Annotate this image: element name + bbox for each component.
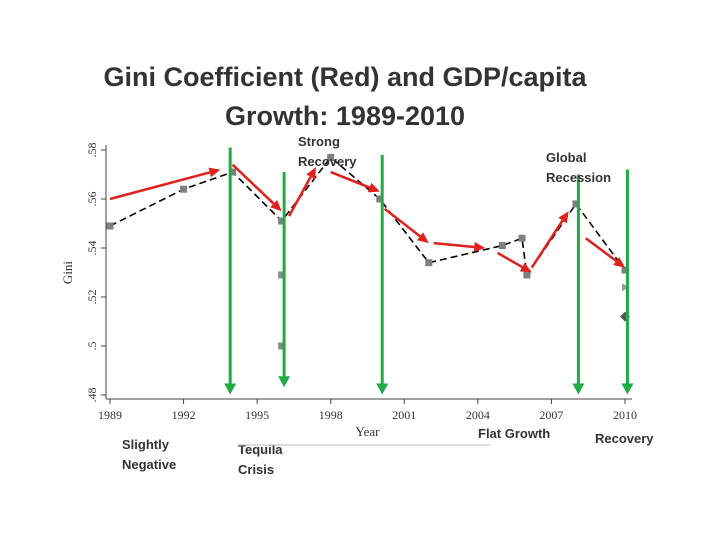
x-tick-label: 2004 <box>466 408 490 422</box>
red-arrowhead <box>613 257 625 268</box>
extra-point <box>622 283 629 292</box>
x-tick-label: 1998 <box>319 408 343 422</box>
red-arrowhead <box>417 232 429 244</box>
red-arrowhead <box>270 200 282 212</box>
x-tick-label: 1995 <box>245 408 269 422</box>
extra-point <box>278 342 286 350</box>
red-arrowhead <box>208 167 221 178</box>
red-arrowhead <box>473 241 486 252</box>
data-point <box>572 200 580 208</box>
data-point <box>106 222 114 230</box>
data-point <box>376 195 384 203</box>
annotation-slightly-line-1: Slightly <box>122 437 170 452</box>
annotation-recovery: Recovery <box>595 431 654 446</box>
red-arrow <box>530 219 564 269</box>
x-tick-label: 2007 <box>539 408 563 422</box>
chart-title-line-2: Growth: 1989-2010 <box>224 101 466 131</box>
red-arrows-layer <box>109 163 625 273</box>
red-arrowhead <box>367 182 380 193</box>
period-line-arrowhead <box>621 383 634 395</box>
x-ticks: 1989 1992 1995 1998 2001 2004 2007 2010 <box>98 399 637 422</box>
period-line-arrowhead <box>376 383 389 395</box>
data-point <box>425 259 433 267</box>
data-point <box>229 168 237 176</box>
annotation-tequila-line-2: Crisis <box>238 462 274 477</box>
y-tick-label: .56 <box>85 192 99 207</box>
data-point <box>180 185 188 193</box>
y-ticks: .48 .5 .52 .54 .56 .58 <box>85 143 106 403</box>
annotation-slightly-line-2: Negative <box>122 457 176 472</box>
x-tick-label: 2001 <box>392 408 416 422</box>
red-arrow <box>383 207 421 238</box>
y-tick-label: .52 <box>85 290 99 305</box>
red-arrowhead <box>558 211 569 224</box>
annotation-global-line-2: Recession <box>546 170 611 185</box>
data-point <box>518 234 526 242</box>
y-tick-label: .58 <box>85 143 99 158</box>
chart-title-line-1: Gini Coefficient (Red) and GDP/capita <box>103 62 587 92</box>
red-arrowhead <box>519 262 532 273</box>
chart-title: Gini Coefficient (Red) and GDP/capita Gr… <box>0 58 690 136</box>
red-arrow <box>287 176 312 217</box>
period-line-arrowhead <box>224 383 237 395</box>
annotation-tequila-line-1: Tequila <box>238 442 283 457</box>
x-tick-label: 1992 <box>172 408 196 422</box>
data-point <box>621 266 629 274</box>
x-axis-label: Year <box>356 424 381 439</box>
period-line-arrowhead <box>278 376 291 388</box>
red-arrow <box>433 241 475 249</box>
extra-point <box>278 271 286 279</box>
annotation-flat-growth: Flat Growth <box>478 426 550 441</box>
red-arrow <box>496 251 523 269</box>
x-tick-label: 1989 <box>98 408 122 422</box>
annotation-strong-line-1: Strong <box>298 134 340 149</box>
red-arrowhead <box>306 167 316 180</box>
y-axis-label: Gini <box>60 261 75 285</box>
period-lines-layer <box>224 147 634 395</box>
y-tick-label: .54 <box>85 241 99 256</box>
annotation-strong-line-2: Recovery <box>298 154 357 169</box>
red-arrow <box>231 163 275 205</box>
y-tick-label: .5 <box>85 342 99 351</box>
data-point <box>523 271 531 279</box>
period-line-arrowhead <box>572 383 585 395</box>
data-point <box>498 242 506 250</box>
red-arrow <box>109 171 211 201</box>
x-tick-label: 2010 <box>613 408 637 422</box>
red-arrow <box>330 170 371 189</box>
red-arrow <box>585 237 617 263</box>
data-point <box>327 153 335 161</box>
data-point <box>278 217 286 225</box>
y-tick-label: .48 <box>85 388 99 403</box>
annotation-global-line-1: Global <box>546 150 586 165</box>
